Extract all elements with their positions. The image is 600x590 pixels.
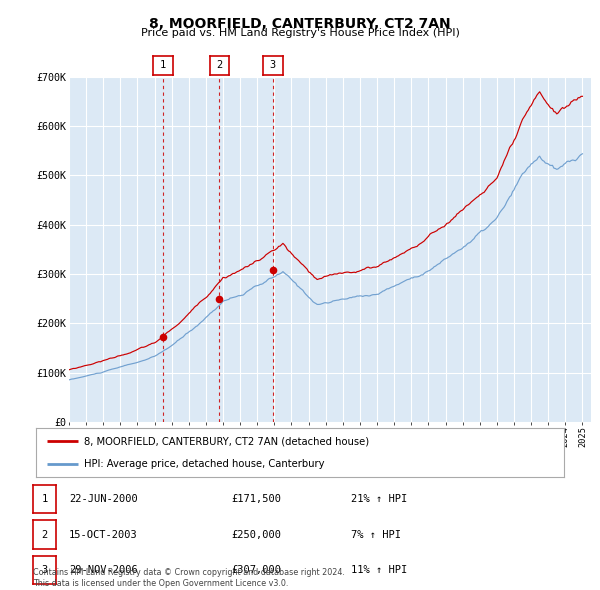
Text: 8, MOORFIELD, CANTERBURY, CT2 7AN (detached house): 8, MOORFIELD, CANTERBURY, CT2 7AN (detac… (83, 437, 368, 447)
Text: £307,000: £307,000 (231, 565, 281, 575)
Text: 2: 2 (217, 61, 223, 70)
Text: HPI: Average price, detached house, Canterbury: HPI: Average price, detached house, Cant… (83, 458, 324, 468)
Text: 11% ↑ HPI: 11% ↑ HPI (351, 565, 407, 575)
Text: 3: 3 (270, 61, 276, 70)
Text: 1: 1 (41, 494, 47, 504)
Text: 22-JUN-2000: 22-JUN-2000 (69, 494, 138, 504)
Text: 1: 1 (160, 61, 166, 70)
Text: Price paid vs. HM Land Registry's House Price Index (HPI): Price paid vs. HM Land Registry's House … (140, 28, 460, 38)
Text: Contains HM Land Registry data © Crown copyright and database right 2024.
This d: Contains HM Land Registry data © Crown c… (33, 568, 345, 588)
Text: £171,500: £171,500 (231, 494, 281, 504)
Text: 2: 2 (41, 530, 47, 539)
Text: 3: 3 (41, 565, 47, 575)
Text: 21% ↑ HPI: 21% ↑ HPI (351, 494, 407, 504)
Text: 8, MOORFIELD, CANTERBURY, CT2 7AN: 8, MOORFIELD, CANTERBURY, CT2 7AN (149, 17, 451, 31)
Text: 29-NOV-2006: 29-NOV-2006 (69, 565, 138, 575)
Text: £250,000: £250,000 (231, 530, 281, 539)
Text: 7% ↑ HPI: 7% ↑ HPI (351, 530, 401, 539)
Text: 15-OCT-2003: 15-OCT-2003 (69, 530, 138, 539)
